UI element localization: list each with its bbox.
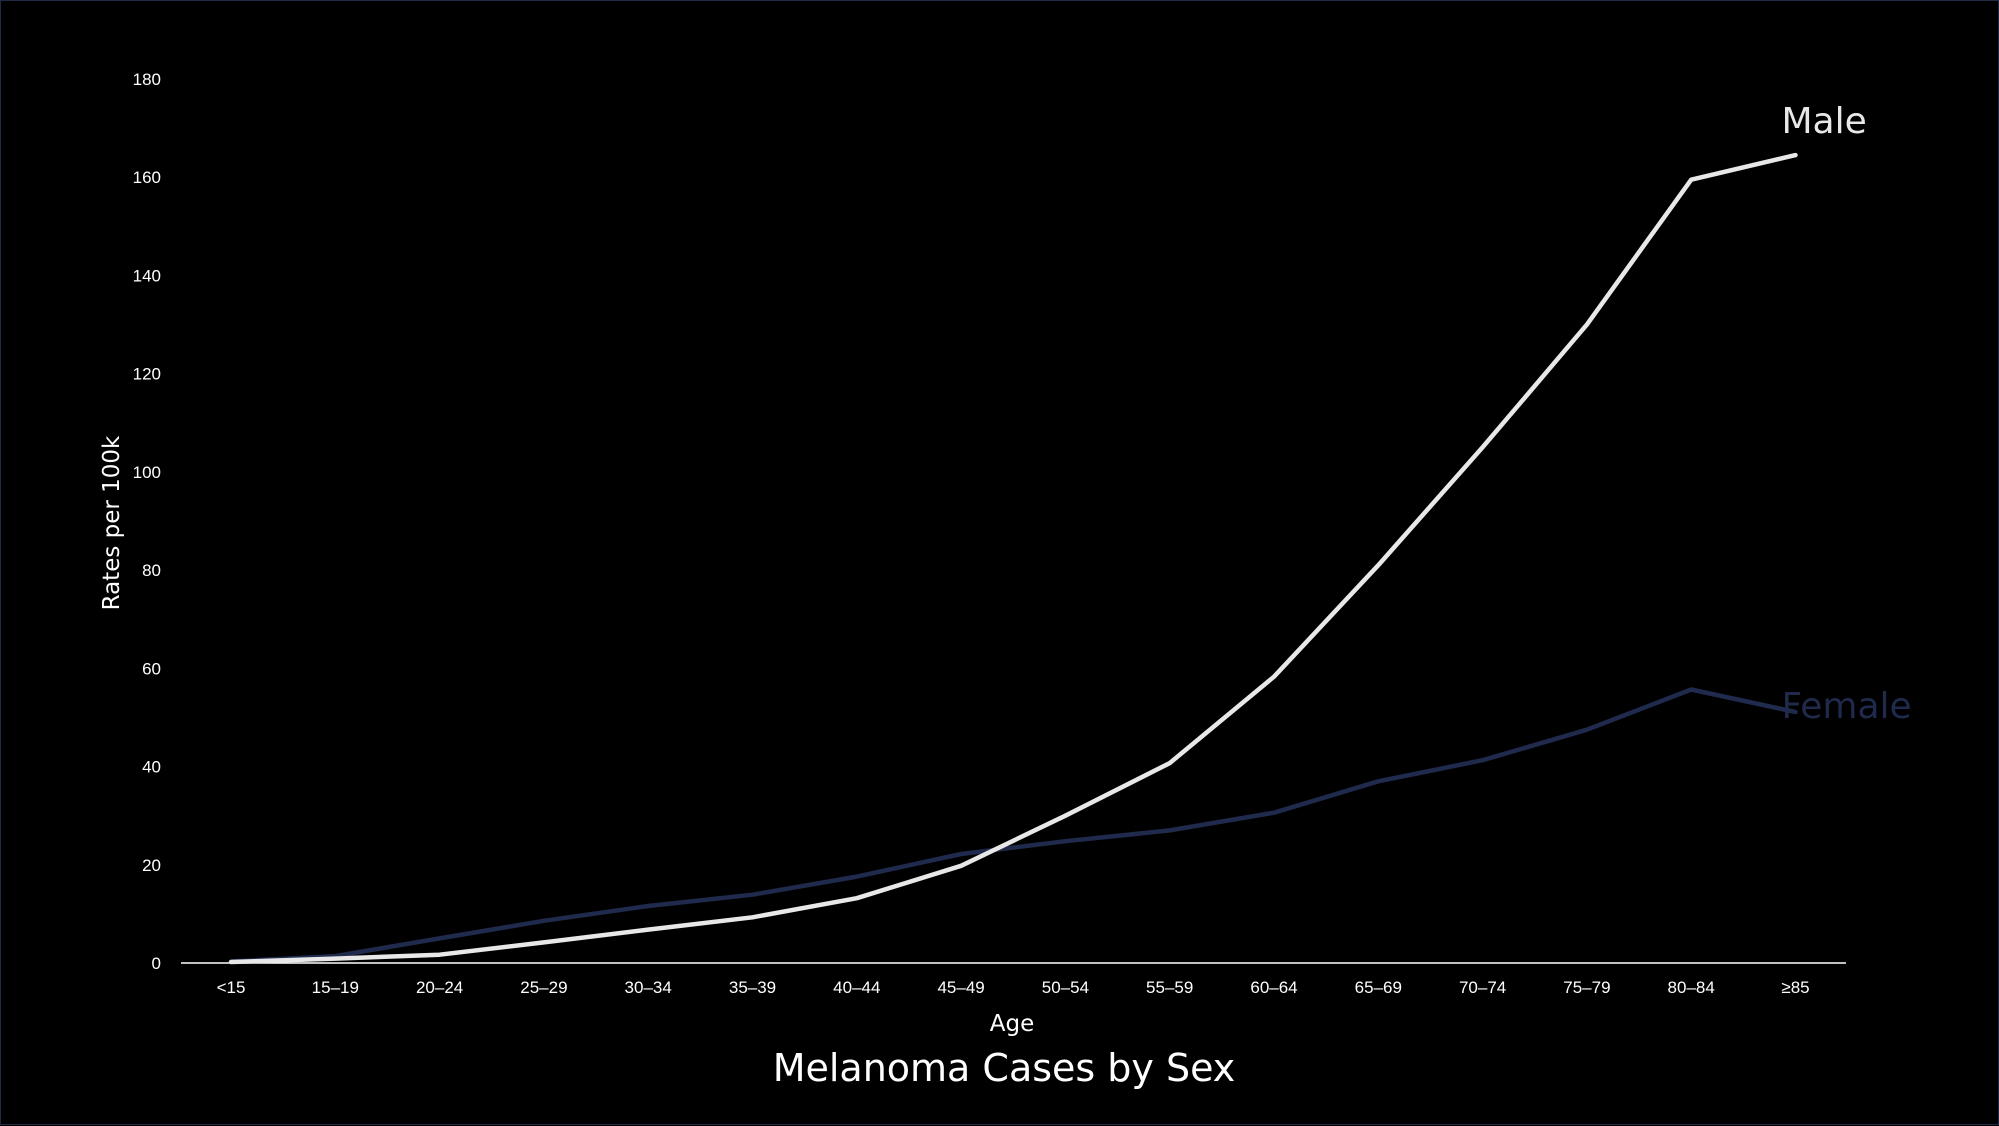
y-axis-title: Rates per 100k xyxy=(99,435,125,610)
x-tick-label: 25–29 xyxy=(520,978,567,997)
series-lines xyxy=(228,152,1798,965)
x-tick-label: 20–24 xyxy=(416,978,463,997)
y-tick-label: 160 xyxy=(133,168,161,187)
y-tick-label: 60 xyxy=(142,659,161,678)
x-tick-label: 30–34 xyxy=(625,978,672,997)
series-line-male xyxy=(228,152,1798,965)
x-axis-title: Age xyxy=(990,1011,1034,1037)
y-tick-label: 100 xyxy=(133,463,161,482)
x-tick-label: 45–49 xyxy=(937,978,984,997)
x-tick-label: ≥85 xyxy=(1781,978,1809,997)
x-axis-ticks: <15 15–19 20–24 25–29 30–34 35–39 40–44 45–49 50… xyxy=(217,978,1810,997)
y-tick-label: 80 xyxy=(142,561,161,580)
x-tick-label: 15–19 xyxy=(312,978,359,997)
x-tick-label: 80–84 xyxy=(1668,978,1715,997)
y-tick-label: 120 xyxy=(133,365,161,384)
y-tick-label: 0 xyxy=(152,954,161,973)
series-line-female xyxy=(228,687,1798,964)
y-tick-label: 140 xyxy=(133,266,161,285)
series-labels: Male Female xyxy=(1782,101,1912,727)
y-tick-label: 20 xyxy=(142,856,161,875)
x-tick-label: 35–39 xyxy=(729,978,776,997)
x-tick-label: 50–54 xyxy=(1042,978,1089,997)
x-tick-label: 65–69 xyxy=(1355,978,1402,997)
x-tick-label: 60–64 xyxy=(1250,978,1297,997)
x-tick-label: 55–59 xyxy=(1146,978,1193,997)
y-tick-label: 40 xyxy=(142,758,161,777)
y-axis-ticks: 0 20 40 60 80 100 120 140 160 180 xyxy=(133,70,161,973)
x-tick-label: 40–44 xyxy=(833,978,880,997)
x-tick-label: 70–74 xyxy=(1459,978,1506,997)
x-tick-label: <15 xyxy=(217,978,246,997)
series-label-female: Female xyxy=(1782,686,1912,727)
y-tick-label: 180 xyxy=(133,70,161,89)
series-label-male: Male xyxy=(1782,101,1867,142)
x-tick-label: 75–79 xyxy=(1563,978,1610,997)
chart-title: Melanoma Cases by Sex xyxy=(773,1046,1236,1090)
